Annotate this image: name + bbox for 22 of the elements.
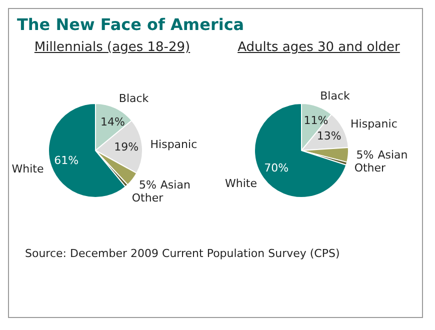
data-label: 70% — [264, 162, 289, 175]
data-label: 19% — [114, 140, 138, 154]
slice-label: White — [12, 162, 44, 176]
text: The New Face of America — [16, 14, 246, 36]
data-label: 5% — [356, 148, 374, 162]
chart-title: Millennials (ages 18-29) — [33, 40, 192, 57]
data-label: 13% — [317, 129, 342, 142]
data-label: 11% — [304, 114, 328, 128]
slice-label: Black — [118, 92, 150, 105]
data-label: 61% — [54, 154, 78, 167]
data-label: 14% — [100, 115, 125, 128]
data-label: 5% — [138, 178, 156, 192]
slice-label: White — [225, 176, 258, 190]
chart-title: Adults ages 30 and older — [236, 40, 401, 57]
slice-label: Other — [132, 191, 164, 204]
slice-label: Asian — [378, 148, 408, 162]
slice-label: Black — [320, 90, 351, 103]
source-note: Source: December 2009 Current Population Survey (CPS) — [24, 246, 341, 262]
slice-label: Asian — [160, 178, 190, 192]
slice-label: Hispanic — [150, 138, 197, 151]
slice-label: Other — [354, 162, 386, 175]
slice-label: Hispanic — [350, 117, 398, 130]
